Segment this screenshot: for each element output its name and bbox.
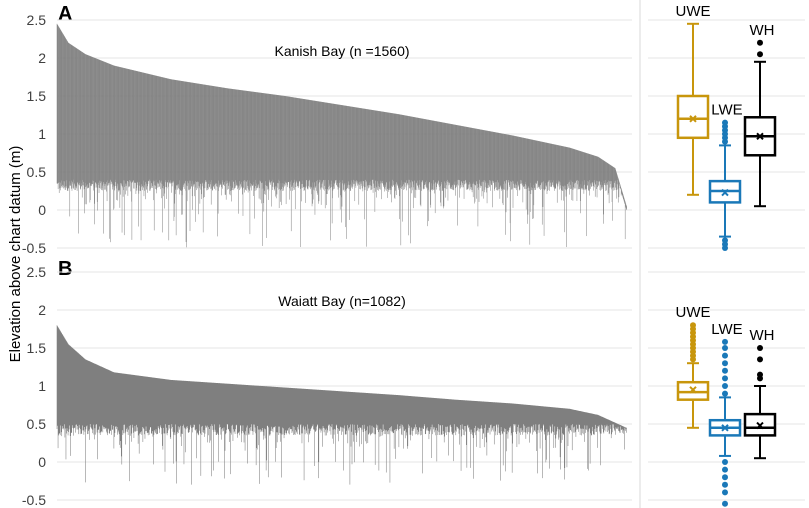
- outlier-point: [757, 356, 763, 363]
- boxplot-label-lwe: LWE: [711, 321, 742, 338]
- outlier-point: [722, 119, 728, 126]
- outlier-point: [690, 322, 696, 329]
- panel-a-y-ticks: -0.5 0 0.5 1 1.5 2 2.5: [22, 12, 46, 256]
- mean-marker: [721, 188, 729, 197]
- mean-marker: [756, 421, 764, 430]
- mean-marker: [756, 132, 764, 140]
- boxplot-uwe: UWE: [676, 3, 711, 196]
- y-tick-label: 0: [38, 454, 46, 470]
- y-tick-label: 0.5: [27, 416, 47, 432]
- outlier-point: [722, 459, 728, 465]
- y-tick-label: 2: [38, 302, 46, 318]
- outlier-point: [722, 383, 728, 389]
- panel-b-bars: [56, 325, 627, 485]
- outlier-point: [722, 360, 728, 367]
- panel-a-title: Kanish Bay (n =1560): [274, 43, 409, 59]
- boxplot-label-wh: WH: [750, 327, 775, 344]
- panel-a: A -0.5 0 0.5 1 1.5 2 2.5 Kanish Bay (n =1560): [22, 3, 632, 256]
- outlier-point: [722, 352, 728, 359]
- panel-b-y-ticks: -0.5 0 0.5 1 1.5 2 2.5: [22, 264, 46, 508]
- elevation-range-bars: [56, 23, 627, 248]
- outlier-point: [722, 245, 728, 251]
- outlier-point: [722, 466, 728, 473]
- panel-a-bars: [56, 23, 627, 248]
- y-tick-label: 0: [38, 202, 46, 218]
- outlier-point: [722, 338, 728, 345]
- y-tick-label: 1.5: [27, 88, 47, 104]
- panel-letter-b: B: [58, 258, 72, 280]
- boxplot-label-uwe: UWE: [676, 3, 711, 20]
- y-axis-label: Elevation above chart datum (m): [7, 146, 24, 363]
- outlier-point: [722, 390, 728, 397]
- boxplot-label-wh: WH: [750, 22, 775, 39]
- boxplot-wh: WH: [743, 327, 777, 460]
- boxplot-label-lwe: LWE: [711, 102, 742, 119]
- outlier-point: [757, 51, 763, 58]
- panel-letter-a: A: [58, 3, 72, 25]
- elevation-range-bars: [56, 325, 627, 485]
- outlier-point: [757, 39, 763, 46]
- y-tick-label: 2.5: [27, 264, 47, 280]
- y-tick-label: 2.5: [27, 12, 47, 28]
- outlier-point: [722, 367, 728, 374]
- y-tick-label: -0.5: [22, 240, 46, 256]
- mean-marker: [689, 115, 697, 123]
- y-tick-label: -0.5: [22, 492, 46, 508]
- outlier-point: [757, 345, 763, 351]
- boxplot-lwe: LWE: [708, 321, 743, 507]
- panel-b: B -0.5 0 0.5 1 1.5 2 2.5 Waiatt Bay (n=1082): [22, 258, 632, 508]
- y-tick-label: 1: [38, 126, 46, 142]
- y-tick-label: 1: [38, 378, 46, 394]
- outlier-point: [722, 345, 728, 351]
- outlier-point: [722, 500, 728, 507]
- mean-marker: [689, 386, 697, 394]
- panel-b-title: Waiatt Bay (n=1082): [278, 293, 406, 309]
- mean-marker: [721, 424, 729, 432]
- y-tick-label: 0.5: [27, 164, 47, 180]
- boxplot-wh: WH: [743, 22, 777, 208]
- panel-a-box-gridlines: [648, 19, 805, 249]
- outlier-point: [722, 474, 728, 481]
- box-iqr: [676, 94, 710, 140]
- panel-a-boxes: UWE LWE WH: [676, 3, 777, 251]
- boxplot-label-uwe: UWE: [676, 304, 711, 321]
- y-tick-label: 1.5: [27, 340, 47, 356]
- y-tick-label: 2: [38, 50, 46, 66]
- boxplot-uwe: UWE: [676, 304, 711, 429]
- outlier-point: [722, 375, 728, 382]
- panel-a-boxplots: UWE LWE WH: [648, 3, 805, 251]
- outlier-point: [722, 481, 728, 488]
- outlier-point: [757, 371, 763, 378]
- outlier-point: [722, 489, 728, 496]
- boxplot-lwe: LWE: [708, 102, 743, 251]
